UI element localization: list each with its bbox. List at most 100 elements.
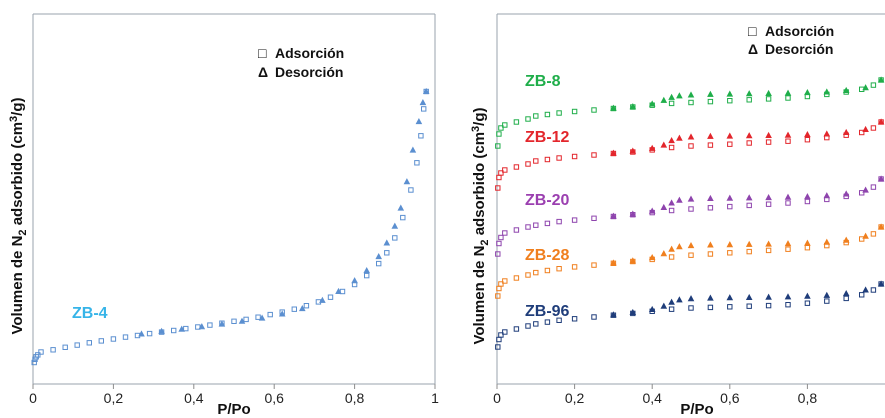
desorption-point-zb-4-17 [403,178,411,185]
adsorption-point-zb-28-20 [785,246,791,252]
desorption-point-zb-20-1 [629,210,637,217]
adsorption-point-zb-12-4 [513,164,520,170]
desorption-point-zb-8-8 [726,90,734,97]
desorption-point-zb-20-16 [877,175,885,182]
right-legend: □ Adsorción Δ Desorción [748,23,834,57]
desorption-point-zb-8-13 [823,88,831,95]
desorption-point-zb-20-14 [842,190,850,197]
adsorption-point-zb-96-16 [707,304,714,311]
adsorption-point-zb-96-6 [533,321,539,327]
adsorption-point-zb-4-16 [183,325,189,332]
adsorption-point-zb-4-3 [35,352,41,358]
desorption-point-zb-28-6 [687,241,695,249]
adsorption-point-zb-96-17 [727,304,733,310]
desorption-point-zb-8-7 [707,90,714,97]
adsorption-point-zb-8-7 [544,111,551,118]
desorption-point-zb-12-6 [687,133,695,140]
adsorption-point-zb-12-7 [544,156,551,163]
left-x-tick-label-3: 0,6 [264,390,284,406]
adsorption-point-zb-20-10 [591,215,597,222]
adsorption-point-zb-4-31 [364,272,370,279]
desorption-point-zb-20-9 [745,194,753,201]
adsorption-point-zb-8-16 [707,98,714,105]
desorption-point-zb-96-3 [660,302,668,309]
adsorption-point-zb-12-2 [498,170,504,176]
left-x-tick-label-5: 1 [431,390,439,406]
adsorption-point-zb-8-3 [502,122,508,128]
desorption-point-zb-96-16 [877,280,885,287]
adsorption-point-zb-4-38 [418,133,424,139]
adsorption-point-zb-20-25 [870,184,877,190]
adsorption-point-zb-12-10 [591,152,597,158]
desorption-point-zb-4-9 [319,296,326,303]
adsorption-point-zb-28-21 [804,245,811,251]
adsorption-point-zb-96-8 [556,317,562,324]
desorption-point-zb-8-3 [660,96,668,103]
adsorption-point-zb-4-34 [392,235,398,241]
adsorption-point-zb-28-17 [727,250,733,256]
desorption-point-zb-4-13 [375,252,383,260]
adsorption-point-zb-20-20 [785,200,791,206]
series-zb-20 [495,175,885,257]
adsorption-point-zb-20-4 [513,227,520,233]
adsorption-point-zb-8-17 [727,98,733,104]
desorption-point-zb-4-16 [397,204,405,211]
adsorption-point-zb-20-6 [533,222,539,228]
desorption-point-zb-20-10 [765,193,772,201]
adsorption-point-zb-96-20 [785,302,791,308]
series-label-zb-12: ZB-12 [525,129,570,146]
series-label-zb-20: ZB-20 [525,192,570,209]
desorption-point-zb-28-13 [823,238,831,245]
desorption-point-zb-4-5 [238,317,246,324]
desorption-point-zb-28-3 [660,250,668,257]
adsorption-point-zb-4-25 [291,306,298,312]
desorption-point-zb-8-9 [745,90,753,97]
desorption-point-zb-12-12 [804,130,811,138]
adsorption-point-zb-12-19 [765,139,772,145]
adsorption-point-zb-28-24 [859,236,865,242]
desorption-point-zb-28-14 [842,236,850,243]
series-zb-28 [495,223,885,299]
adsorption-point-zb-4-23 [267,311,273,318]
adsorption-point-zb-96-9 [571,316,578,322]
adsorption-point-zb-12-21 [804,137,811,143]
desorption-point-zb-96-15 [862,286,869,293]
right-x-axis-title: P/Po [680,401,713,418]
adsorption-point-zb-96-24 [859,292,865,298]
adsorption-point-zb-4-35 [400,214,406,221]
desorption-point-zb-96-7 [707,294,714,301]
desorption-point-zb-12-5 [676,134,683,141]
adsorption-point-zb-4-28 [327,294,334,300]
desorption-point-zb-12-4 [668,136,675,144]
adsorption-point-zb-4-15 [171,327,177,334]
desorption-point-zb-28-5 [676,243,683,250]
adsorption-point-zb-4-18 [207,322,213,328]
adsorption-point-zb-8-0 [495,143,501,149]
adsorption-point-zb-20-16 [707,205,714,211]
adsorption-point-zb-28-25 [870,231,877,237]
adsorption-point-zb-8-19 [765,96,772,102]
right-x-tick-label-4: 0,8 [798,390,818,406]
adsorption-point-zb-96-2 [498,332,504,338]
desorption-point-zb-8-2 [648,100,656,107]
adsorption-point-zb-8-25 [870,82,877,88]
adsorption-point-zb-8-5 [525,116,531,122]
adsorption-point-zb-4-26 [303,303,310,309]
desorption-point-zb-4-21 [422,87,430,94]
adsorption-point-zb-96-0 [495,344,501,350]
desorption-point-zb-20-5 [676,196,683,203]
desorption-point-zb-12-11 [784,131,792,138]
adsorption-point-zb-20-0 [495,251,501,257]
adsorption-point-zb-4-22 [255,314,261,320]
desorption-point-zb-20-4 [668,199,675,206]
adsorption-point-zb-96-4 [513,326,520,332]
right-x-ticks: 0 0,2 0,4 0,6 0,8 [493,384,817,406]
adsorption-point-zb-12-17 [727,141,733,147]
adsorption-point-zb-4-39 [421,106,427,112]
adsorption-point-zb-20-8 [556,218,562,225]
adsorption-point-zb-96-19 [765,302,772,309]
adsorption-point-zb-28-16 [707,251,714,257]
desorption-point-zb-4-18 [409,146,417,153]
left-x-tick-label-0: 0 [29,390,37,406]
adsorption-point-zb-96-14 [668,306,675,312]
